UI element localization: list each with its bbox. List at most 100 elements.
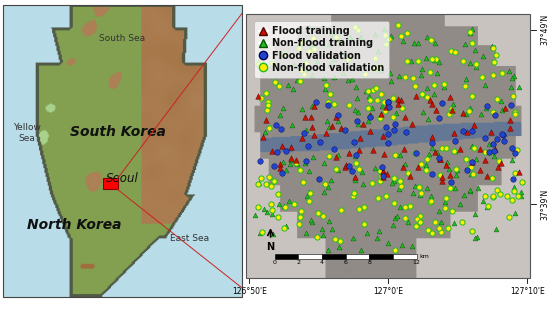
- Point: [465, 166, 474, 171]
- Point: [348, 168, 356, 173]
- Point: [412, 150, 421, 155]
- Point: [372, 97, 381, 102]
- Point: [484, 150, 493, 155]
- Point: [414, 59, 423, 64]
- Point: [268, 211, 277, 216]
- Point: [376, 91, 385, 96]
- Text: N: N: [266, 243, 274, 252]
- Point: [377, 67, 386, 72]
- Point: [445, 173, 454, 178]
- Point: [513, 148, 521, 153]
- Point: [452, 172, 460, 177]
- Point: [389, 95, 398, 100]
- Point: [307, 219, 316, 224]
- Point: [294, 45, 303, 50]
- Point: [425, 151, 434, 156]
- Point: [484, 203, 493, 208]
- Point: [400, 146, 409, 151]
- Point: [510, 188, 519, 193]
- Point: [482, 204, 491, 209]
- Point: [417, 73, 426, 78]
- Point: [461, 77, 470, 82]
- Point: [266, 202, 275, 207]
- Point: [468, 128, 477, 133]
- Point: [453, 167, 461, 172]
- Point: [447, 49, 456, 54]
- Point: [384, 99, 393, 104]
- Point: [303, 194, 312, 199]
- Point: [490, 112, 499, 117]
- Point: [500, 105, 509, 110]
- Point: [331, 154, 340, 159]
- Point: [280, 203, 289, 208]
- Point: [279, 105, 288, 110]
- Point: [336, 39, 344, 44]
- Point: [440, 85, 449, 90]
- Point: [307, 218, 316, 223]
- Point: [430, 40, 439, 45]
- Point: [488, 46, 497, 51]
- Point: [508, 198, 516, 203]
- Point: [320, 160, 329, 165]
- Point: [450, 139, 459, 144]
- Point: [440, 82, 449, 87]
- Point: [489, 153, 498, 158]
- Point: [435, 172, 444, 177]
- Point: [278, 170, 287, 175]
- Point: [296, 78, 305, 83]
- Point: [478, 53, 487, 58]
- Point: [487, 43, 496, 48]
- Point: [276, 165, 284, 170]
- Point: [257, 230, 266, 235]
- Point: [417, 191, 426, 196]
- Point: [311, 99, 320, 104]
- Text: km: km: [420, 254, 430, 259]
- Point: [404, 219, 412, 224]
- Point: [422, 163, 431, 167]
- Point: [460, 41, 469, 46]
- Point: [355, 135, 364, 140]
- Point: [447, 180, 455, 184]
- Point: [366, 97, 375, 102]
- Point: [305, 190, 314, 195]
- Point: [397, 184, 406, 188]
- Point: [474, 185, 482, 190]
- Point: [253, 61, 262, 66]
- Point: [432, 149, 441, 154]
- Point: [430, 57, 438, 62]
- Point: [355, 28, 364, 33]
- Point: [393, 96, 402, 101]
- Point: [276, 127, 285, 132]
- Point: [459, 129, 468, 134]
- Point: [271, 80, 279, 85]
- Point: [465, 30, 474, 35]
- Point: [383, 241, 392, 246]
- Point: [479, 199, 488, 204]
- Point: [394, 102, 403, 107]
- Point: [414, 184, 423, 189]
- Point: [398, 105, 407, 110]
- Point: [463, 129, 471, 134]
- Point: [433, 70, 442, 75]
- Point: [485, 142, 493, 147]
- Point: [371, 85, 380, 90]
- Point: [508, 176, 517, 181]
- Point: [386, 71, 394, 76]
- Point: [263, 210, 272, 214]
- Point: [459, 110, 468, 115]
- Point: [327, 227, 336, 232]
- Point: [426, 37, 435, 42]
- Point: [389, 127, 398, 132]
- Point: [305, 169, 314, 174]
- Point: [390, 176, 399, 180]
- Point: [509, 94, 518, 99]
- Point: [465, 188, 474, 193]
- Point: [387, 33, 396, 38]
- Point: [282, 167, 291, 172]
- Point: [326, 178, 335, 183]
- Point: [371, 56, 380, 61]
- Point: [421, 167, 430, 172]
- Point: [251, 212, 260, 217]
- Point: [430, 92, 438, 97]
- Point: [492, 52, 500, 57]
